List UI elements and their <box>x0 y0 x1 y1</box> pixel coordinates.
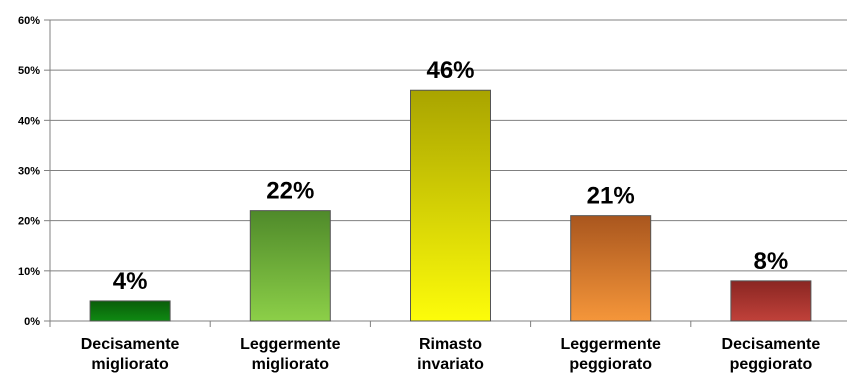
bar <box>89 300 171 322</box>
data-label: 22% <box>266 178 314 205</box>
bar <box>249 210 331 322</box>
bar <box>730 280 812 322</box>
y-tick-label: 20% <box>18 216 40 228</box>
data-label: 8% <box>754 248 789 275</box>
x-category-label: peggiorato <box>730 356 813 373</box>
x-category-label: peggiorato <box>569 356 652 373</box>
x-category-label: Rimasto <box>419 336 482 353</box>
x-category-label: migliorato <box>91 356 169 373</box>
y-tick-label: 60% <box>18 15 40 27</box>
bars <box>89 89 812 322</box>
bar <box>410 89 491 322</box>
data-label: 46% <box>426 57 474 84</box>
y-tick-label: 0% <box>24 316 40 328</box>
bar <box>570 215 652 322</box>
data-label: 4% <box>113 268 148 295</box>
x-category-label: migliorato <box>252 356 330 373</box>
y-tick-label: 10% <box>18 266 40 278</box>
x-category-label: Leggermente <box>240 336 341 353</box>
labels: 0% 10% 20% 30% 40% 50% 60% 4% Decisamente miglior… <box>18 15 820 373</box>
x-category-label: Leggermente <box>560 336 661 353</box>
y-tick-label: 40% <box>18 115 40 127</box>
y-tick-label: 50% <box>18 65 40 77</box>
x-category-label: Decisamente <box>722 336 821 353</box>
data-label: 21% <box>587 183 635 210</box>
x-category-label: invariato <box>417 356 484 373</box>
x-category-label: Decisamente <box>81 336 180 353</box>
y-tick-label: 30% <box>18 166 40 178</box>
